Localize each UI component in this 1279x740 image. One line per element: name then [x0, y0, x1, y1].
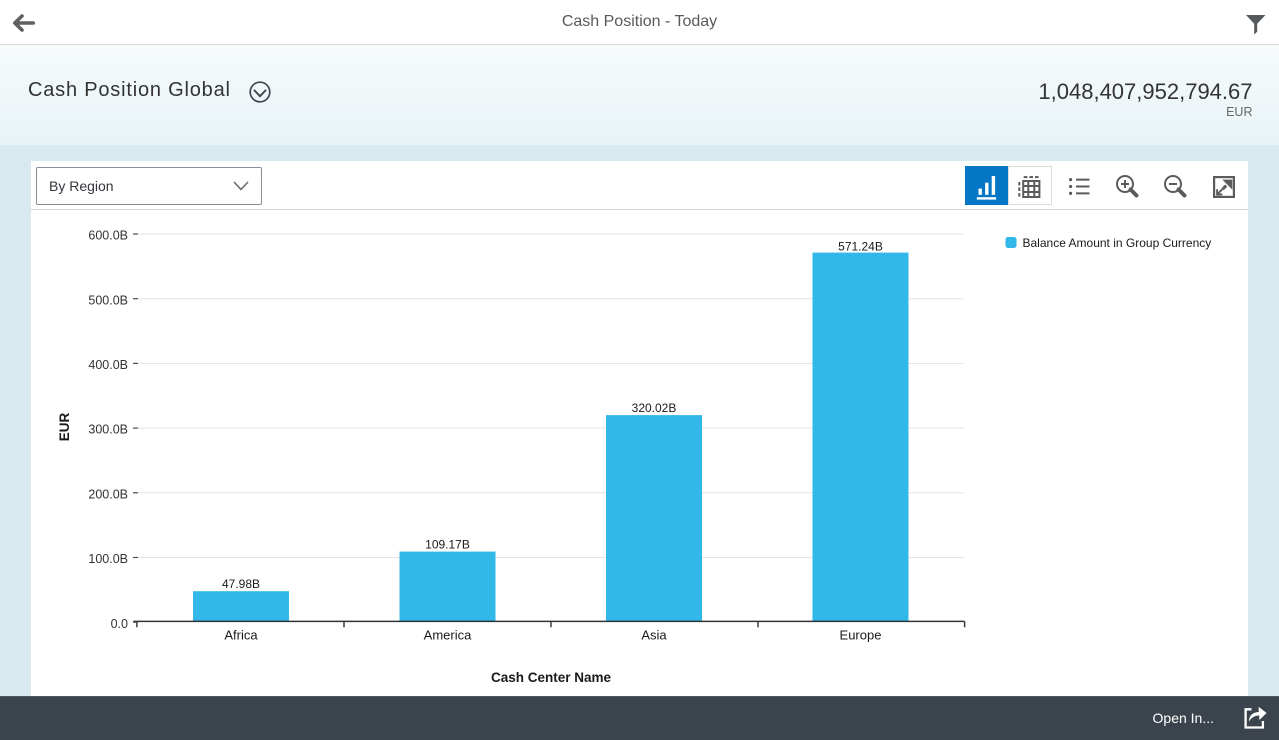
svg-text:320.02B: 320.02B	[632, 401, 677, 415]
svg-text:Africa: Africa	[224, 628, 258, 643]
svg-text:109.17B: 109.17B	[425, 537, 470, 551]
svg-text:Balance Amount in Group Curren: Balance Amount in Group Currency	[1023, 236, 1212, 250]
svg-text:America: America	[424, 628, 472, 643]
svg-text:0.0: 0.0	[111, 617, 128, 631]
svg-text:Europe: Europe	[840, 628, 882, 643]
svg-text:600.0B: 600.0B	[88, 229, 128, 243]
svg-text:571.24B: 571.24B	[838, 239, 883, 253]
svg-text:100.0B: 100.0B	[88, 552, 128, 566]
svg-text:Cash Center Name: Cash Center Name	[491, 670, 612, 685]
svg-text:300.0B: 300.0B	[88, 423, 128, 437]
svg-text:Asia: Asia	[641, 628, 667, 643]
svg-text:EUR: EUR	[57, 413, 72, 442]
svg-text:400.0B: 400.0B	[88, 358, 128, 372]
svg-text:47.98B: 47.98B	[222, 577, 260, 591]
svg-text:500.0B: 500.0B	[88, 293, 128, 307]
svg-text:200.0B: 200.0B	[88, 487, 128, 501]
